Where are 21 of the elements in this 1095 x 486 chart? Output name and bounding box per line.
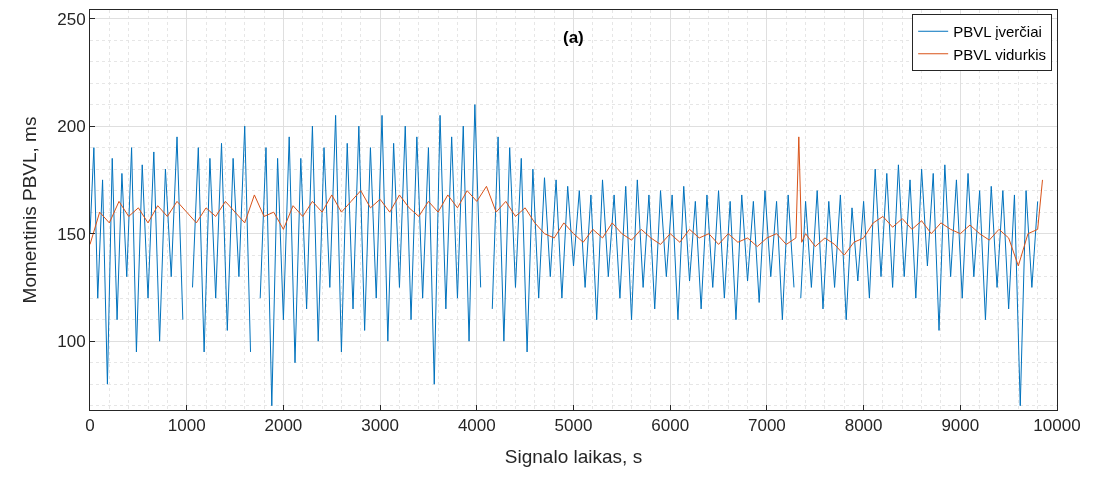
y-tick-label: 150 [57, 224, 86, 244]
x-tick-label: 5000 [554, 416, 593, 436]
x-tick-label: 0 [85, 416, 95, 436]
y-tick-label: 200 [57, 117, 86, 137]
y-tick-label: 100 [57, 332, 86, 352]
x-tick-label: 4000 [457, 416, 496, 436]
x-tick-label: 6000 [651, 416, 690, 436]
y-tick-label: 250 [57, 9, 86, 29]
line-series [90, 136, 1043, 267]
x-tick-label: 7000 [747, 416, 786, 436]
legend-label: PBVL įverčiai [953, 23, 1042, 41]
x-tick-label: 10000 [1033, 416, 1081, 436]
annotation: (a) [563, 28, 584, 47]
legend-label: PBVL vidurkis [953, 45, 1046, 63]
y-axis-title: Momentinis PBVL, ms [19, 116, 41, 304]
x-tick-label: 8000 [844, 416, 883, 436]
x-tick-label: 9000 [941, 416, 980, 436]
x-tick-label: 3000 [361, 416, 400, 436]
x-tick-label: 1000 [167, 416, 206, 436]
x-axis-title: Signalo laikas, s [504, 446, 643, 468]
x-tick-label: 2000 [264, 416, 303, 436]
